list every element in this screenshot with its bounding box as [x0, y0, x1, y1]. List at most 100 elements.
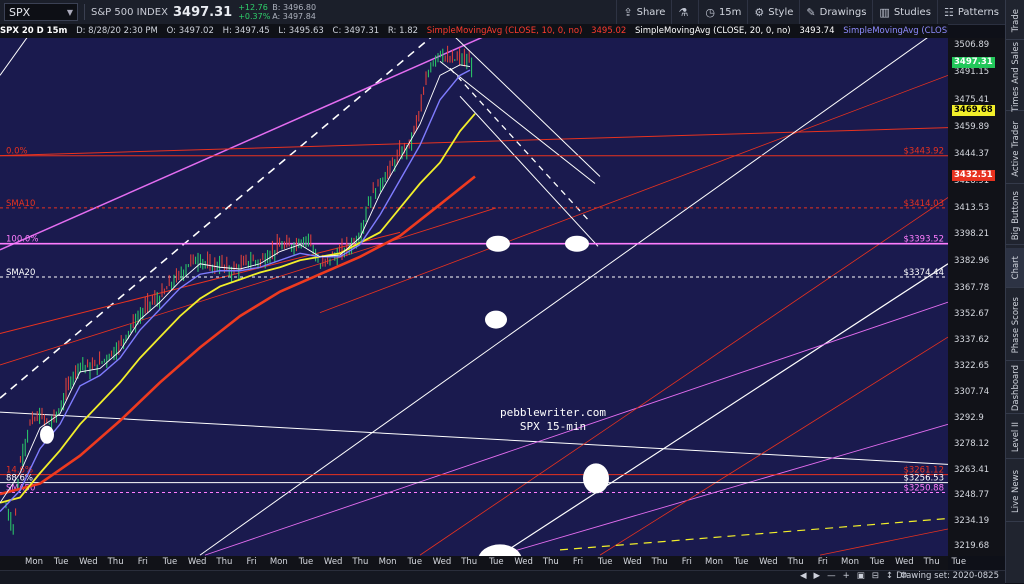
sma50-line [0, 113, 476, 504]
date-tick-label: Thu [216, 557, 233, 567]
date-tick-label: Wed [759, 557, 778, 567]
sma10-line [0, 64, 471, 504]
marker-ellipse-2 [485, 310, 507, 329]
sma10-study-value: 3495.02 [591, 26, 627, 36]
price-tick-label: 3413.53 [954, 202, 990, 213]
price-tick-label: 3337.62 [954, 335, 990, 346]
chart-nav-button-0[interactable]: ◀ [800, 571, 807, 581]
level-price-2: $3393.52 [903, 235, 944, 245]
top-toolbar: SPX ▼ S&P 500 INDEX 3497.31 +12.76 +0.37… [0, 0, 1005, 25]
sidebar-tab-label: Phase Scores [1010, 297, 1021, 354]
date-tick-label: Tue [597, 557, 613, 567]
trendline-10 [499, 423, 949, 556]
sidebar-tab-level-ii[interactable]: Level II [1006, 417, 1024, 459]
bar-low: L: 3495.63 [278, 26, 324, 36]
style-button[interactable]: ⚙ Style [747, 0, 799, 24]
timeframe-button[interactable]: ◷ 15m [698, 0, 747, 24]
trendline-11 [599, 336, 949, 556]
sidebar-tab-label: Times And Sales [1010, 41, 1021, 112]
sidebar-tab-live-news[interactable]: Live News [1006, 462, 1024, 522]
sidebar-tab-dashboard[interactable]: Dashboard [1006, 364, 1024, 414]
date-tick-label: Thu [542, 557, 559, 567]
chart-nav-button-2[interactable]: — [827, 571, 836, 581]
level-price-4: $3261.12 [903, 466, 944, 476]
date-tick-label: Wed [323, 557, 343, 567]
drawings-button[interactable]: ✎ Drawings [799, 0, 872, 24]
chart-canvas[interactable]: 0.0% $3443.92 SMA10 $3414.03 100.0% $3393.52 S… [0, 19, 949, 577]
date-tick-label: Fri [572, 557, 584, 567]
date-tick-label: Wed [79, 557, 98, 567]
date-tick-label: Tue [869, 557, 885, 567]
annotation-text: SPX 15-min [520, 420, 586, 433]
date-tick-label: Thu [651, 557, 668, 567]
sidebar-tab-times-and-sales[interactable]: Times And Sales [1006, 41, 1024, 112]
date-tick-label: Tue [489, 557, 504, 567]
trendline-9 [204, 301, 949, 556]
sidebar-tab-trade[interactable]: Trade [1006, 2, 1024, 40]
trendline-12 [419, 197, 949, 556]
trendline-6 [319, 74, 949, 313]
trendline-18 [459, 95, 599, 247]
chart-nav-button-5[interactable]: ⊟ [871, 571, 879, 581]
date-tick-label: Fri [681, 557, 692, 567]
level-price-3: $3374.44 [903, 268, 944, 278]
date-tick-label: Thu [923, 557, 940, 567]
sma50-study-label[interactable]: SimpleMovingAvg (CLOSE, 50, 0, ... [843, 26, 948, 36]
sidebar-tab-big-buttons[interactable]: Big Buttons [1006, 187, 1024, 245]
trendline-7 [199, 22, 949, 556]
symbol-value: SPX [9, 5, 31, 19]
patterns-button[interactable]: ☷ Patterns [936, 0, 1005, 24]
sidebar-tab-chart[interactable]: Chart [1006, 248, 1024, 288]
right-sidebar: Trade Times And Sales Active Trader Big But… [1005, 0, 1024, 583]
price-tick-label: 3428.91 [954, 175, 990, 186]
symbol-selector[interactable]: SPX ▼ [4, 3, 78, 21]
trendline-13 [559, 517, 949, 551]
date-tick-label: Tue [951, 557, 967, 567]
chart-nav-button-4[interactable]: ▣ [856, 571, 865, 581]
bottom-status-bar: ◀ ▶ — + ▣ ⊟ ↕ ⚙ Drawing set: 2020-0825 [0, 570, 1005, 584]
sidebar-tab-phase-scores[interactable]: Phase Scores [1006, 291, 1024, 361]
chart-nav-button-6[interactable]: ↕ [885, 571, 893, 581]
price-chart[interactable]: 0.0% $3443.92 SMA10 $3414.03 100.0% $3393.52 S… [0, 19, 949, 577]
bars-icon: ▥ [879, 5, 890, 19]
chart-nav-button-1[interactable]: ▶ [813, 571, 821, 581]
marker-ellipse-0 [486, 235, 510, 252]
sidebar-tab-active-trader[interactable]: Active Trader [1006, 114, 1024, 184]
share-button[interactable]: ⇪ Share [616, 0, 671, 24]
date-axis[interactable]: Mon Tue Wed Thu Fri Tue Wed Thu Fri Mon Tue Wed Thu M… [0, 556, 966, 570]
bid-ask: B: 3496.80 A: 3497.84 [272, 3, 324, 21]
price-tick-label: 3278.12 [954, 439, 990, 449]
trendline-16 [454, 36, 601, 177]
level-name-5: 88.6% [6, 474, 33, 484]
price-tick-label: 3475.41 [954, 94, 990, 105]
date-tick-label: Wed [514, 557, 533, 567]
price-tick-label: 3292.9 [954, 413, 984, 424]
price-tick-label: 3444.37 [954, 148, 990, 159]
price-tick-label: 3307.74 [954, 387, 990, 398]
bid-value: B: 3496.80 [272, 3, 317, 12]
chart-nav-button-7[interactable]: ⚙ [900, 571, 908, 581]
flask-button[interactable]: ⚗ [671, 0, 698, 24]
date-tick-label: Tue [162, 557, 178, 567]
sma100-line [0, 175, 476, 496]
bar-date: D: 8/28/20 2:30 PM [76, 26, 158, 36]
date-tick-label: Fri [137, 557, 148, 567]
sma20-study-label[interactable]: SimpleMovingAvg (CLOSE, 20, 0, no) [634, 26, 791, 36]
date-tick-label: Wed [895, 557, 914, 567]
trendline-5 [0, 207, 497, 366]
study-value-tag-0: 3469.68 [952, 104, 995, 116]
sidebar-tab-label: Chart [1010, 255, 1021, 280]
drawing-set-label[interactable]: Drawing set: 2020-0825 [896, 571, 999, 581]
sma10-study-label[interactable]: SimpleMovingAvg (CLOSE, 10, 0, no) [426, 26, 583, 36]
clock-icon: ◷ [705, 5, 715, 19]
ask-value: A: 3497.84 [272, 12, 316, 21]
flask-icon: ⚗ [678, 5, 689, 19]
date-tick-label: Wed [432, 557, 452, 567]
chart-nav-button-3[interactable]: + [842, 571, 850, 581]
price-axis[interactable]: 3506.89 3491.15 3475.41 3459.89 3444.37 3428.… [948, 38, 1005, 556]
trendline-19 [0, 19, 41, 76]
studies-button[interactable]: ▥ Studies [872, 0, 937, 24]
sidebar-tab-label: Active Trader [1010, 120, 1021, 177]
instrument-name: S&P 500 INDEX [91, 6, 168, 18]
